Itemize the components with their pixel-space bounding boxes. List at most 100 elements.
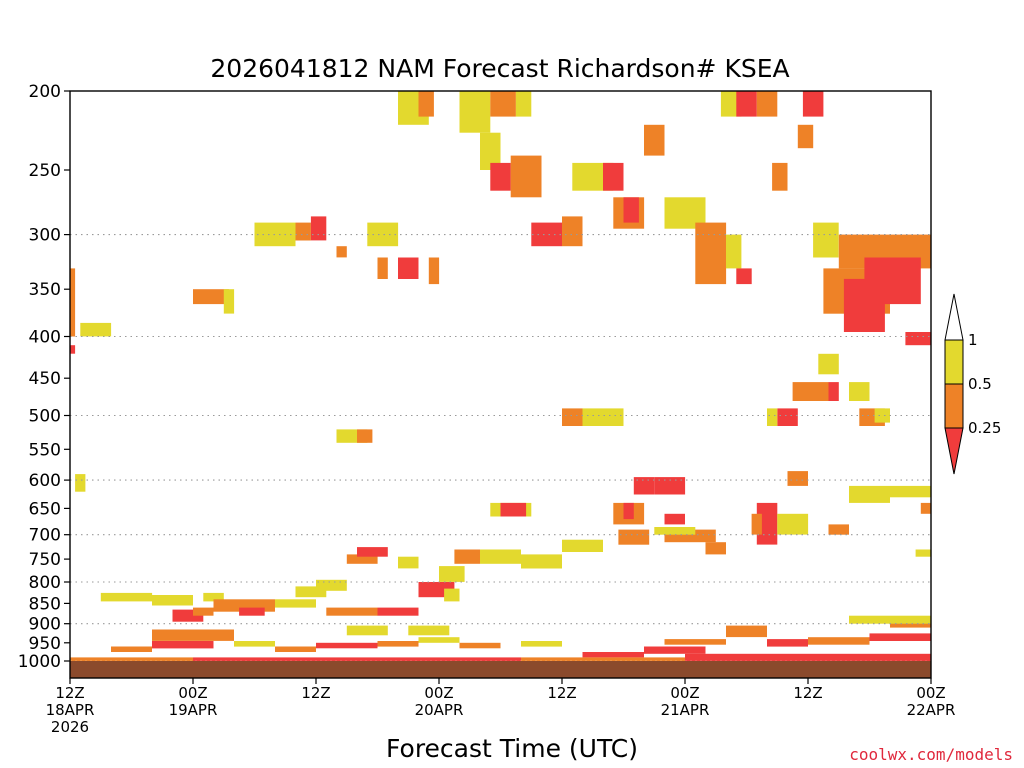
- ri-cell-low: [654, 477, 686, 495]
- y-tick-label-800: 800: [29, 573, 61, 593]
- ground-band: [70, 661, 931, 678]
- legend-label-1: 1: [968, 331, 978, 349]
- ri-cell-low: [239, 607, 265, 616]
- ri-cell-mid: [562, 408, 583, 426]
- ri-cell-low: [633, 477, 655, 495]
- ri-cell-low: [685, 653, 931, 661]
- ri-cell-low: [310, 216, 327, 241]
- ri-cell-low: [398, 257, 419, 279]
- y-tick-label-1000: 1000: [18, 652, 61, 672]
- ri-cell-low: [623, 197, 639, 223]
- x-tick-label-24-0: 12Z: [301, 684, 330, 702]
- ri-cell-high: [521, 641, 562, 647]
- x-tick-label-72-0: 12Z: [793, 684, 822, 702]
- ri-cell-low: [490, 162, 511, 191]
- ri-cell-mid: [295, 222, 311, 241]
- x-tick-label-84-1: 22APR: [907, 701, 956, 719]
- ri-cell-high: [459, 91, 491, 133]
- ri-cell-mid: [336, 246, 347, 258]
- ri-cell-mid: [920, 502, 932, 514]
- legend-label-025: 0.25: [968, 419, 1001, 437]
- ri-cell-high: [234, 641, 275, 647]
- ri-cell-high: [398, 556, 419, 569]
- ri-cell-low: [531, 222, 563, 247]
- y-tick-label-350: 350: [29, 280, 61, 300]
- ri-cell-low: [316, 642, 378, 649]
- ri-cell-high: [654, 527, 696, 535]
- x-tick-label-12-0: 00Z: [178, 684, 207, 702]
- ri-cell-high: [767, 408, 778, 426]
- ri-data-layer: [70, 91, 932, 661]
- ri-cell-mid: [454, 549, 480, 564]
- legend-bin-025-05: [944, 383, 964, 429]
- credit-link[interactable]: coolwx.com/models: [849, 745, 1013, 764]
- ri-cell-high: [316, 579, 347, 591]
- ri-cell-low: [767, 639, 808, 647]
- ri-cell-mid: [428, 257, 440, 285]
- ri-cell-high: [818, 353, 839, 375]
- x-tick-label-12-1: 19APR: [169, 701, 218, 719]
- y-tick-label-450: 450: [29, 369, 61, 389]
- ri-cell-mid: [510, 155, 542, 198]
- ri-cell-low: [500, 502, 527, 517]
- x-tick-label-36-1: 20APR: [415, 701, 464, 719]
- ri-cell-high: [480, 132, 501, 170]
- ri-cell-mid: [377, 641, 419, 647]
- legend-bin-below-025: [944, 427, 964, 475]
- ri-cell-mid: [695, 222, 727, 285]
- ri-cell-high: [726, 234, 742, 269]
- ri-cell-high: [100, 592, 153, 602]
- legend-bin-above-1: [944, 293, 964, 341]
- ri-cell-mid: [70, 657, 193, 661]
- y-tick-label-900: 900: [29, 615, 61, 635]
- ri-cell-high: [480, 549, 521, 564]
- ri-cell-high: [439, 566, 465, 582]
- ri-cell-high: [275, 599, 316, 608]
- ri-cell-high: [295, 586, 327, 598]
- ri-cell-mid: [792, 382, 829, 401]
- ri-cell-high: [720, 91, 742, 117]
- x-tick-label-36-0: 00Z: [424, 684, 453, 702]
- color-legend: 1 0.5 0.25: [944, 293, 1001, 475]
- ri-cell-low: [603, 162, 624, 191]
- ri-cell-high: [849, 615, 931, 624]
- legend-label-05: 0.5: [968, 375, 992, 393]
- ri-cell-low: [377, 607, 419, 616]
- y-tick-label-200: 200: [29, 82, 61, 102]
- ri-cell-mid: [357, 429, 373, 443]
- y-tick-label-400: 400: [29, 328, 61, 348]
- ri-cell-high: [346, 625, 388, 636]
- ri-cell-high: [874, 408, 890, 423]
- ri-cell-mid: [756, 91, 778, 117]
- ri-cell-low: [869, 633, 931, 641]
- ri-cell-low: [193, 657, 521, 661]
- ri-cell-mid: [726, 625, 767, 638]
- ri-cell-mid: [275, 646, 316, 652]
- ri-cell-high: [813, 222, 839, 258]
- ri-cell-low: [644, 646, 706, 654]
- ri-cell-high: [515, 91, 532, 117]
- y-tick-label-550: 550: [29, 440, 61, 460]
- y-tick-label-650: 650: [29, 499, 61, 519]
- ri-cell-low: [152, 641, 214, 649]
- ri-cell-low: [623, 502, 634, 520]
- x-tick-label-84-0: 00Z: [916, 684, 945, 702]
- ri-cell-low: [582, 652, 644, 658]
- ri-cell-high: [367, 222, 399, 247]
- ri-cell-mid: [459, 642, 501, 649]
- ri-cell-mid: [797, 124, 814, 149]
- y-tick-label-300: 300: [29, 226, 61, 246]
- ri-cell-high: [521, 554, 562, 569]
- ri-cell-high: [849, 382, 870, 401]
- ri-cell-high: [444, 588, 460, 602]
- ri-cell-mid: [111, 646, 152, 652]
- y-tick-label-750: 750: [29, 550, 61, 570]
- y-axis: 200 250 300 350 400 450 500 550 600 650 700 750 8008…: [18, 82, 70, 672]
- ri-cell-high: [777, 513, 809, 535]
- ri-cell-low: [905, 332, 931, 346]
- ri-cell-mid: [828, 524, 849, 535]
- ri-cell-high: [418, 637, 460, 643]
- ri-cell-mid: [787, 471, 808, 486]
- x-tick-label-0-0: 12Z: [55, 684, 84, 702]
- ri-cell-high: [562, 539, 603, 552]
